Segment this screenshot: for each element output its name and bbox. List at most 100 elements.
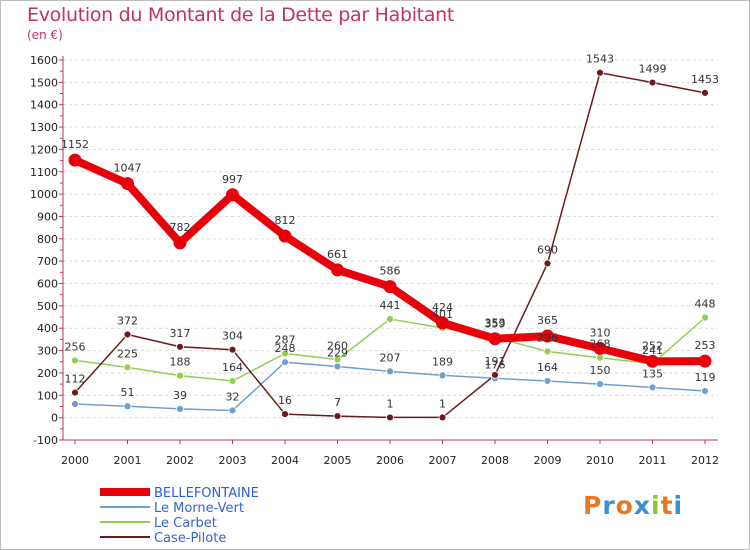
data-label: 164 bbox=[222, 361, 243, 374]
y-tick-label: 1400 bbox=[30, 99, 58, 112]
legend-label: BELLEFONTAINE bbox=[154, 486, 259, 501]
data-label: 253 bbox=[695, 339, 716, 352]
x-tick-label: 2008 bbox=[481, 454, 509, 467]
data-point bbox=[228, 377, 237, 385]
data-label: 401 bbox=[432, 308, 453, 321]
y-tick-label: 100 bbox=[37, 389, 58, 402]
data-point bbox=[436, 316, 449, 330]
data-point bbox=[386, 315, 394, 323]
data-label: 310 bbox=[590, 326, 611, 339]
data-point bbox=[71, 388, 79, 397]
data-point bbox=[278, 229, 292, 243]
data-label: 1152 bbox=[61, 138, 89, 151]
x-tick-label: 2009 bbox=[534, 454, 562, 467]
data-point bbox=[701, 313, 709, 322]
data-point bbox=[648, 383, 657, 392]
data-point bbox=[333, 412, 342, 420]
y-tick-label: 1500 bbox=[30, 76, 58, 89]
chart-title: Evolution du Montant de la Dette par Hab… bbox=[27, 4, 455, 26]
legend-label: Le Morne-Vert bbox=[154, 501, 244, 516]
x-tick-label: 2003 bbox=[219, 454, 247, 467]
data-label: 296 bbox=[537, 331, 558, 344]
data-point bbox=[281, 410, 289, 418]
data-point bbox=[543, 259, 552, 268]
data-label: 1047 bbox=[114, 162, 142, 175]
y-tick-label: 1000 bbox=[30, 188, 58, 201]
data-point bbox=[491, 371, 499, 379]
data-label: 252 bbox=[642, 339, 663, 352]
x-tick-label: 2012 bbox=[691, 454, 719, 467]
data-point bbox=[173, 236, 187, 250]
data-label: 51 bbox=[121, 386, 135, 399]
data-point bbox=[123, 363, 132, 372]
x-tick-label: 2005 bbox=[324, 454, 352, 467]
data-point bbox=[176, 405, 184, 413]
data-label: 353 bbox=[485, 317, 506, 330]
data-point bbox=[698, 354, 712, 368]
data-point bbox=[228, 345, 237, 354]
data-label: 997 bbox=[222, 173, 243, 186]
x-tick-label: 2000 bbox=[61, 454, 89, 467]
data-point bbox=[648, 78, 657, 87]
data-point bbox=[281, 358, 289, 367]
data-point bbox=[543, 377, 552, 385]
y-tick-label: 400 bbox=[37, 322, 58, 335]
data-label: 268 bbox=[590, 338, 611, 351]
data-label: 365 bbox=[537, 314, 558, 327]
data-point bbox=[646, 354, 659, 368]
data-point bbox=[543, 347, 552, 356]
data-point bbox=[121, 177, 134, 191]
logo-letter: P bbox=[583, 491, 603, 520]
legend-label: Case-Pilote bbox=[154, 531, 226, 546]
y-tick-label: 0 bbox=[51, 412, 58, 425]
x-tick-label: 2011 bbox=[639, 454, 667, 467]
data-label: 191 bbox=[485, 355, 506, 368]
data-point bbox=[386, 413, 394, 422]
x-tick-label: 2004 bbox=[271, 454, 299, 467]
data-label: 359 bbox=[485, 317, 506, 330]
data-label: 189 bbox=[432, 355, 453, 368]
logo-letter: i bbox=[673, 491, 684, 520]
data-label: 188 bbox=[170, 356, 191, 369]
data-point bbox=[596, 68, 604, 77]
data-point bbox=[228, 406, 237, 415]
y-tick-label: 300 bbox=[37, 345, 58, 358]
y-tick-label: 600 bbox=[37, 278, 58, 291]
data-label: 16 bbox=[278, 394, 292, 407]
data-point bbox=[541, 329, 554, 343]
data-label: 1499 bbox=[639, 63, 667, 76]
data-label: 448 bbox=[695, 298, 716, 311]
data-label: 7 bbox=[334, 396, 341, 409]
x-tick-label: 2010 bbox=[586, 454, 614, 467]
data-label: 112 bbox=[65, 373, 86, 386]
data-label: 690 bbox=[537, 243, 558, 256]
data-label: 317 bbox=[170, 327, 191, 340]
data-label: 1 bbox=[387, 397, 394, 410]
data-point bbox=[701, 88, 709, 97]
y-tick-label: 800 bbox=[37, 233, 58, 246]
data-label: 164 bbox=[537, 361, 558, 374]
data-label: 256 bbox=[65, 340, 86, 353]
data-point bbox=[701, 387, 709, 395]
data-point bbox=[438, 371, 447, 380]
data-label: 229 bbox=[327, 346, 348, 359]
data-label: 241 bbox=[642, 344, 663, 357]
logo-letter: i bbox=[651, 491, 661, 520]
data-point bbox=[176, 371, 184, 380]
y-tick-label: 1600 bbox=[30, 54, 58, 67]
data-label: 287 bbox=[275, 333, 296, 346]
data-label: 1543 bbox=[586, 53, 614, 66]
data-point bbox=[333, 362, 342, 371]
data-point bbox=[281, 349, 289, 358]
data-point bbox=[596, 380, 604, 389]
data-label: 150 bbox=[590, 364, 611, 377]
data-label: 176 bbox=[485, 358, 506, 371]
data-point bbox=[68, 153, 82, 167]
data-label: 441 bbox=[380, 299, 401, 312]
data-label: 39 bbox=[173, 389, 187, 402]
data-point bbox=[438, 413, 447, 422]
data-label: 225 bbox=[117, 347, 138, 360]
logo-letter: o bbox=[615, 491, 634, 520]
